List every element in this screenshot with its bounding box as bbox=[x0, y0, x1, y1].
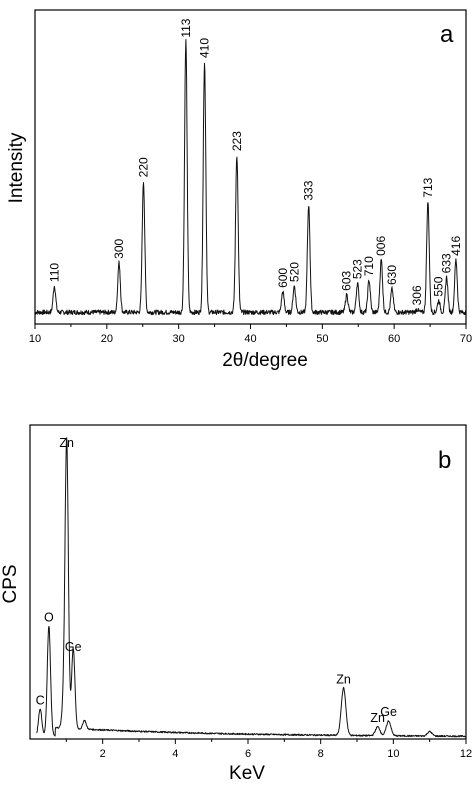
x-tick-label: 4 bbox=[172, 748, 178, 760]
element-label: Ge bbox=[380, 705, 397, 719]
plot-frame-b bbox=[29, 424, 467, 740]
x-tick-label: 12 bbox=[460, 748, 472, 760]
x-tick-label: 6 bbox=[245, 748, 251, 760]
peak-label: 523 bbox=[351, 259, 365, 279]
xrd-pattern-line bbox=[34, 39, 467, 316]
plot-frame-a bbox=[34, 9, 467, 325]
peak-label: 603 bbox=[340, 270, 354, 290]
panel-label-b: b bbox=[438, 447, 451, 474]
peak-label: 713 bbox=[421, 177, 435, 197]
element-label: Ge bbox=[65, 640, 82, 654]
peak-label: 220 bbox=[136, 157, 150, 177]
element-label: Zn bbox=[336, 673, 351, 687]
peak-label: 633 bbox=[440, 253, 454, 273]
eds-spectrum-line bbox=[36, 437, 467, 738]
x-axis-ticks-b: 2 4 6 8 10 12 bbox=[65, 739, 472, 760]
x-axis-title-a: 2θ/degree bbox=[222, 350, 308, 371]
x-tick-label: 10 bbox=[29, 333, 41, 345]
x-tick-label: 40 bbox=[244, 333, 256, 345]
x-tick-label: 10 bbox=[387, 748, 399, 760]
peak-label: 300 bbox=[112, 238, 126, 258]
peak-label: 006 bbox=[374, 236, 388, 256]
peak-label: 520 bbox=[287, 262, 301, 282]
x-tick-label: 30 bbox=[173, 333, 185, 345]
x-tick-label: 8 bbox=[318, 748, 324, 760]
x-axis-title-b: KeV bbox=[229, 763, 265, 784]
x-tick-label: 20 bbox=[101, 333, 113, 345]
x-axis-ticks-a: 10 20 30 40 50 60 70 bbox=[29, 324, 472, 345]
element-label: C bbox=[36, 693, 45, 707]
peak-label: 710 bbox=[362, 256, 376, 276]
peak-label: 306 bbox=[410, 285, 424, 305]
peak-label: 333 bbox=[302, 180, 316, 200]
peak-label: 630 bbox=[385, 265, 399, 285]
x-tick-label: 50 bbox=[316, 333, 328, 345]
peak-label: 110 bbox=[47, 263, 61, 282]
peak-label: 600 bbox=[276, 268, 290, 288]
y-axis-title-b: CPS bbox=[0, 564, 21, 603]
x-tick-label: 2 bbox=[100, 748, 106, 760]
peak-label: 113 bbox=[179, 18, 193, 37]
x-tick-label: 70 bbox=[460, 333, 472, 345]
y-axis-title-a: Intensity bbox=[6, 132, 27, 203]
peak-label: 223 bbox=[230, 131, 244, 151]
element-label: O bbox=[44, 610, 54, 624]
element-label: Zn bbox=[59, 436, 74, 450]
peak-label: 550 bbox=[432, 276, 446, 296]
peak-label: 416 bbox=[449, 236, 463, 256]
panel-label-a: a bbox=[440, 21, 454, 48]
peak-label: 410 bbox=[198, 38, 212, 58]
element-label: Zn bbox=[370, 711, 385, 725]
x-tick-label: 60 bbox=[388, 333, 400, 345]
